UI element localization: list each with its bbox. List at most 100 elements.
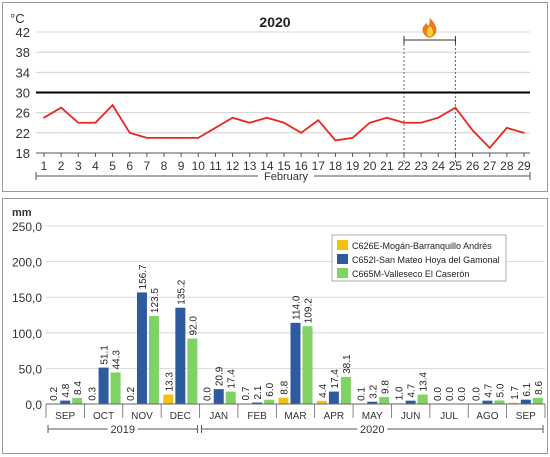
precip-bar <box>494 400 505 404</box>
legend-label: C665M-Valleseco El Caserón <box>352 269 469 279</box>
x-tick-label: 13 <box>243 159 257 173</box>
precip-bar <box>367 401 378 404</box>
x-tick-label: 2 <box>58 159 65 173</box>
bar-value-label: 0.7 <box>241 386 252 400</box>
x-tick-label: MAR <box>284 411 306 422</box>
temperature-point <box>437 116 440 119</box>
x-tick-label: 20 <box>363 159 377 173</box>
precip-bar <box>290 322 301 404</box>
temperature-point <box>163 137 165 139</box>
bar-value-label: 0.0 <box>471 387 482 401</box>
bar-value-label: 20.9 <box>215 366 226 386</box>
x-tick-label: 7 <box>144 159 151 173</box>
precip-bar <box>163 394 174 404</box>
legend-box <box>331 234 507 282</box>
x-tick-label: 28 <box>500 159 514 173</box>
precip-bar <box>316 400 327 404</box>
bar-value-label: 156.7 <box>138 264 149 289</box>
x-tick-label: 29 <box>517 159 531 173</box>
temperature-point <box>180 137 182 139</box>
bar-value-label: 6.1 <box>522 382 533 396</box>
temperature-panel <box>2 2 548 192</box>
bar-value-label: 9.8 <box>380 380 391 394</box>
x-tick-label: 25 <box>449 159 463 173</box>
precip-bar <box>136 292 147 404</box>
year-label-bg <box>107 423 138 435</box>
precip-bar <box>520 399 531 404</box>
x-tick-label: 6 <box>126 159 133 173</box>
x-tick-label: SEP <box>516 411 536 422</box>
x-tick-label: 26 <box>466 159 480 173</box>
x-tick-label: OCT <box>93 411 114 422</box>
temperature-point <box>368 121 371 124</box>
bar-value-label: 51.1 <box>100 345 111 365</box>
precip-bar <box>328 391 339 404</box>
bar-value-label: 0.0 <box>445 387 456 401</box>
y-axis-unit: °C <box>10 11 25 26</box>
precip-bar <box>482 400 493 404</box>
x-tick-label: 1 <box>41 159 48 173</box>
temperature-point <box>43 116 45 119</box>
x-tick-label: 27 <box>483 159 497 173</box>
x-tick-label: 21 <box>380 159 394 173</box>
precip-bar <box>508 402 519 404</box>
bar-value-label: 3.2 <box>368 384 379 398</box>
x-tick-label: 3 <box>75 159 82 173</box>
x-tick-label: JUN <box>401 411 420 422</box>
temperature-point <box>146 137 148 139</box>
temperature-point <box>111 104 114 106</box>
temperature-point <box>283 121 285 124</box>
legend-label: C652I-San Mateo Hoya del Gamonal <box>352 255 500 265</box>
bar-value-label: 0.3 <box>88 386 99 400</box>
temperature-point <box>403 121 405 124</box>
temperature-point <box>231 116 234 119</box>
bar-value-label: 123.5 <box>150 288 161 313</box>
y-tick-label: 50,0 <box>19 362 43 376</box>
bar-value-label: 0.0 <box>203 387 214 401</box>
bar-value-label: 6.0 <box>265 382 276 396</box>
bar-value-label: 109.2 <box>304 298 315 323</box>
x-tick-label: APR <box>324 411 345 422</box>
precip-bar <box>405 400 416 404</box>
y-tick-label: 30 <box>16 86 30 101</box>
bar-value-label: 1.7 <box>510 385 521 399</box>
bar-value-label: 5.0 <box>495 383 506 397</box>
y-tick-label: 38 <box>16 45 30 60</box>
y-tick-label: 200,0 <box>12 256 42 270</box>
bar-value-label: 8.4 <box>73 381 84 395</box>
year-label: 2019 <box>111 424 135 436</box>
x-tick-label: SEP <box>55 411 75 422</box>
y-tick-label: 0,0 <box>25 398 42 412</box>
precip-bar <box>148 316 159 404</box>
bar-value-label: 2.1 <box>253 385 264 399</box>
bar-value-label: 114.0 <box>292 295 303 320</box>
x-tick-label: NOV <box>131 411 153 422</box>
bar-value-label: 0.1 <box>356 387 367 401</box>
y-tick-label: 42 <box>16 25 30 40</box>
y-tick-label: 34 <box>16 65 30 80</box>
precip-bar <box>417 394 428 404</box>
temperature-point <box>266 116 268 119</box>
x-tick-label: 23 <box>414 159 428 173</box>
temperature-point <box>214 126 217 129</box>
precip-bar <box>98 367 109 404</box>
bar-value-label: 4.7 <box>483 383 494 397</box>
bar-value-label: 0.2 <box>126 387 137 401</box>
temperature-point <box>523 132 525 134</box>
bar-value-label: 38.1 <box>342 354 353 374</box>
legend-swatch <box>337 254 348 264</box>
x-tick-label: MAY <box>362 411 383 422</box>
year-label-bg <box>357 423 388 435</box>
bar-value-label: 13.4 <box>419 372 430 392</box>
temperature-point <box>351 137 354 139</box>
precip-bar <box>252 402 263 404</box>
x-tick-label: 5 <box>109 159 116 173</box>
temperature-point <box>94 121 97 124</box>
precip-bar <box>213 389 224 404</box>
temperature-point <box>300 132 302 134</box>
bar-value-label: 17.4 <box>227 369 238 389</box>
bar-value-label: 0.0 <box>433 387 444 401</box>
precip-bar <box>175 307 186 404</box>
